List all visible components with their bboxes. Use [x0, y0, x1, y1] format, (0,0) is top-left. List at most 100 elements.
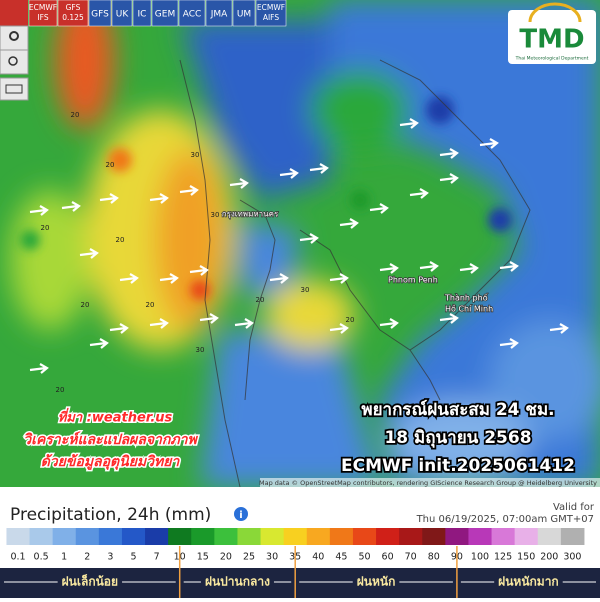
model-button[interactable] — [111, 0, 133, 27]
wind-arrow — [399, 118, 419, 129]
model-label: GFS — [91, 10, 109, 20]
logo-box — [508, 10, 596, 64]
location-icon — [9, 31, 19, 41]
value-label: 20 — [71, 111, 80, 119]
legend-title: Precipitation, 24h (mm) — [10, 505, 211, 525]
color-cell — [214, 528, 238, 545]
scale-label: 25 — [243, 552, 255, 563]
wind-arrow — [329, 273, 349, 284]
wind-arrow — [89, 338, 109, 349]
wind-arrow — [329, 323, 349, 334]
scale-label: 150 — [517, 552, 535, 563]
value-label: 30 — [301, 286, 310, 294]
model-label: ECMWF — [257, 3, 285, 12]
wind-arrow — [379, 318, 399, 329]
category-label-bg — [57, 573, 123, 591]
model-label: AIFS — [263, 13, 280, 22]
logo-arc — [528, 2, 582, 23]
category-label: ฝนปานกลาง — [205, 575, 270, 589]
value-label: 20 — [81, 301, 90, 309]
forecast-text: 18 มิถุนายน 2568 — [384, 428, 531, 448]
value-label: 20 — [161, 416, 170, 424]
scale-label: 200 — [540, 552, 558, 563]
scale-label: 80 — [428, 552, 440, 563]
model-label: GEM — [155, 10, 175, 20]
color-cell — [445, 528, 469, 545]
color-cell — [514, 528, 539, 545]
model-button[interactable] — [205, 0, 233, 27]
forecast-text: ECMWF init.2025061412 — [341, 456, 575, 476]
wind-arrow — [61, 201, 81, 212]
color-cell — [306, 528, 331, 545]
model-label: 0.125 — [62, 13, 84, 22]
tool-button[interactable] — [0, 0, 28, 26]
color-cell — [329, 528, 354, 545]
map[interactable] — [0, 0, 600, 488]
value-label: 20 — [346, 316, 355, 324]
source-text: วิเคราะห์และแปลผลจากภาพ — [23, 431, 198, 448]
place-label: Thành phố — [444, 293, 488, 303]
category-label: ฝนเล็กน้อย — [62, 574, 118, 589]
scale-label: 125 — [494, 552, 512, 563]
scale-label: 7 — [154, 552, 160, 563]
color-cell — [75, 528, 100, 545]
attribution-bg — [260, 478, 600, 487]
value-label: 30 — [191, 151, 200, 159]
wind-arrow — [229, 178, 249, 189]
wind-arrow — [479, 138, 499, 149]
wind-arrow — [549, 323, 569, 334]
color-cell — [468, 528, 493, 545]
info-icon[interactable] — [234, 507, 248, 521]
model-button[interactable] — [132, 0, 152, 27]
wind-arrow — [409, 188, 429, 199]
model-button[interactable] — [28, 0, 58, 27]
scale-label: 70 — [405, 552, 417, 563]
category-label: ฝนหนักมาก — [498, 575, 559, 589]
wind-arrow — [279, 168, 299, 179]
wind-arrow — [234, 318, 254, 329]
color-cell — [537, 528, 562, 545]
color-cell — [52, 528, 77, 545]
forecast-text: พยากรณ์ฝนสะสม 24 ชม. — [361, 399, 554, 420]
model-button[interactable] — [151, 0, 179, 27]
model-label: UK — [116, 10, 130, 20]
zoom-button[interactable] — [0, 49, 29, 75]
color-cell — [98, 528, 123, 545]
location-button[interactable] — [0, 25, 29, 51]
zoom-icon — [8, 56, 18, 66]
model-button[interactable] — [88, 0, 112, 27]
layers-button[interactable] — [0, 77, 29, 101]
color-cell — [376, 528, 400, 545]
scale-label: 0.5 — [34, 552, 49, 563]
wind-arrow — [459, 263, 479, 274]
wind-arrow — [149, 193, 169, 204]
color-cell — [260, 528, 285, 545]
valid-time: Thu 06/19/2025, 07:00am GMT+07 — [416, 514, 594, 525]
wind-arrow — [29, 205, 49, 216]
rain-spots — [20, 96, 512, 300]
wind-arrow — [439, 313, 459, 324]
value-label: 20 — [256, 296, 265, 304]
valid-label: Valid for — [553, 502, 595, 513]
logo-subtitle: Thai Meteorological Department — [515, 56, 589, 62]
model-label: ECMWF — [29, 3, 57, 12]
scale-label: 60 — [382, 552, 394, 563]
wind-arrow — [339, 218, 359, 229]
color-cell — [237, 528, 262, 545]
model-label: UM — [237, 10, 251, 20]
side-tools — [0, 0, 29, 101]
scale-label: 15 — [197, 552, 209, 563]
model-button[interactable] — [232, 0, 256, 27]
wind-arrow — [439, 148, 459, 159]
scale-label: 0.1 — [10, 552, 25, 563]
color-cell — [121, 528, 146, 545]
model-button[interactable] — [255, 0, 287, 27]
value-label: 20 — [106, 161, 115, 169]
scale-label: 40 — [312, 552, 324, 563]
model-button[interactable] — [57, 0, 89, 27]
value-label: 30 — [196, 346, 205, 354]
source-text: ที่มา :weather.us — [58, 408, 173, 426]
model-button[interactable] — [178, 0, 206, 27]
